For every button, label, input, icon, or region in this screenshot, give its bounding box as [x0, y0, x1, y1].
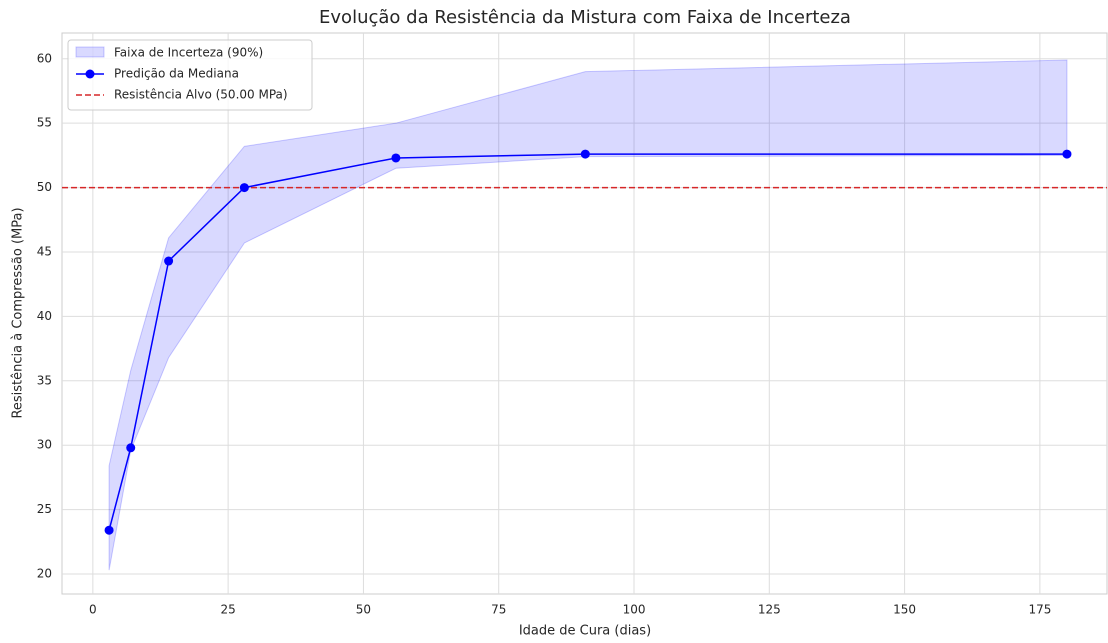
x-tick-label: 25 — [220, 603, 235, 617]
point — [580, 149, 590, 159]
legend-swatch — [75, 46, 105, 58]
y-tick-label: 35 — [37, 373, 52, 387]
y-tick-label: 45 — [37, 244, 52, 258]
y-tick-label: 20 — [37, 567, 52, 581]
chart-title: Evolução da Resistência da Mistura com F… — [319, 7, 851, 28]
plot-area — [61, 32, 1108, 595]
x-tick-label: 100 — [623, 603, 646, 617]
x-tick-label: 125 — [758, 603, 781, 617]
legend-label: Faixa de Incerteza (90%) — [114, 46, 263, 60]
point — [239, 183, 249, 193]
x-tick-label: 175 — [1028, 603, 1051, 617]
legend-label: Predição da Mediana — [114, 67, 239, 81]
point — [104, 525, 114, 535]
point — [391, 153, 401, 163]
y-tick-label: 30 — [37, 438, 52, 452]
point — [1062, 149, 1072, 159]
x-tick-label: 0 — [89, 603, 97, 617]
point — [126, 443, 136, 453]
legend-swatch — [85, 69, 95, 79]
legend-box — [67, 39, 313, 111]
y-axis-label: Resistência à Compressão (MPa) — [11, 207, 26, 418]
x-axis-label: Idade de Cura (dias) — [519, 624, 651, 639]
point — [164, 256, 174, 266]
y-tick-label: 40 — [37, 309, 52, 323]
x-tick-label: 50 — [356, 603, 371, 617]
y-tick-label: 25 — [37, 502, 52, 516]
y-tick-label: 60 — [37, 51, 52, 65]
legend-label: Resistência Alvo (50.00 MPa) — [114, 88, 288, 102]
x-tick-label: 75 — [491, 603, 506, 617]
y-tick-label: 55 — [37, 116, 52, 130]
y-tick-label: 50 — [37, 180, 52, 194]
x-tick-label: 150 — [893, 603, 916, 617]
